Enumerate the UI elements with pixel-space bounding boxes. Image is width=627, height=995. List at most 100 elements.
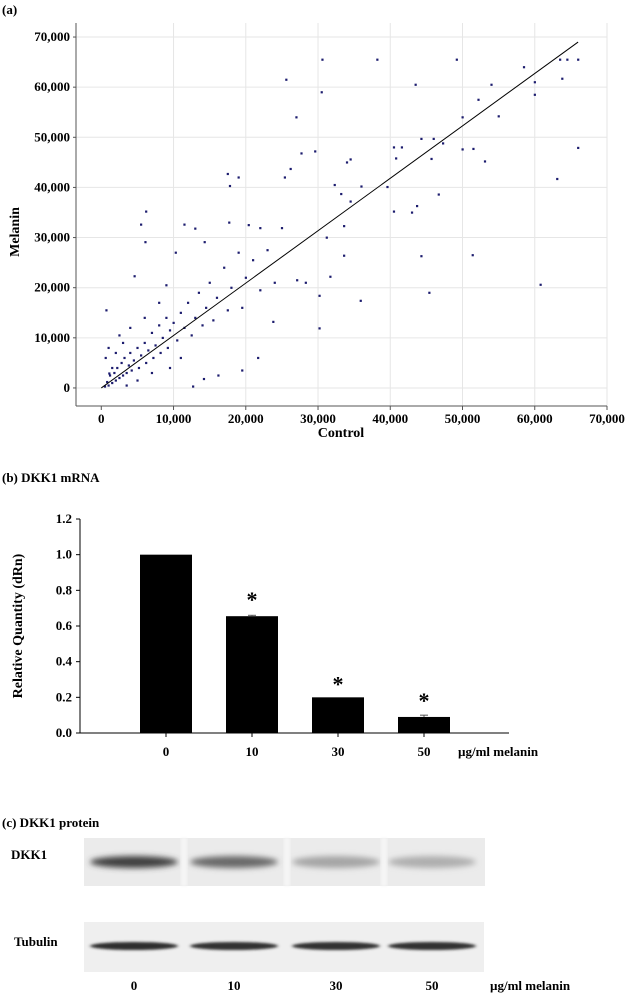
- data-point: [237, 251, 240, 254]
- western-blot-panel: (c) DKK1 protein DKK1 Tubulin 0 10 30 50 µg…: [2, 815, 571, 993]
- data-point: [415, 204, 419, 208]
- y-tick-label: 60,000: [34, 79, 70, 94]
- data-point: [186, 301, 190, 304]
- x-tick-label: 50,000: [445, 411, 481, 426]
- data-point: [577, 58, 580, 61]
- data-point: [168, 366, 172, 370]
- lane-label: 0: [131, 978, 138, 993]
- x-tick-label: 10: [246, 744, 259, 759]
- data-point: [208, 281, 211, 284]
- row-label-tubulin: Tubulin: [14, 934, 58, 949]
- y-tick-label: 0.4: [56, 654, 73, 669]
- y-tick-label: 1.2: [56, 511, 72, 526]
- y-axis-label: Melanin: [8, 207, 23, 257]
- bar-panel: (b) DKK1 mRNA 0.0 0.2 0.4 0.6 0.8 1.0 1.2 0 * 10…: [2, 470, 539, 759]
- data-point: [104, 356, 107, 360]
- data-point: [121, 374, 125, 377]
- data-point: [340, 192, 343, 196]
- data-point: [483, 160, 487, 163]
- data-point: [166, 346, 169, 350]
- data-point: [114, 379, 117, 382]
- data-point: [333, 183, 336, 187]
- bar-0: [140, 554, 192, 733]
- y-tick-label: 0: [64, 380, 71, 395]
- scatter-grid: [76, 23, 608, 406]
- data-point: [140, 354, 143, 357]
- data-point: [129, 351, 132, 355]
- data-point: [577, 146, 580, 150]
- data-point: [241, 306, 244, 309]
- regression-line: [100, 41, 579, 389]
- data-point: [123, 356, 126, 360]
- x-tick-label: 50: [418, 744, 431, 759]
- data-point: [300, 152, 303, 155]
- data-point: [349, 200, 352, 203]
- x-tick-label: 20,000: [228, 411, 264, 426]
- data-point: [111, 381, 114, 385]
- data-point: [226, 172, 229, 176]
- data-point: [136, 346, 139, 350]
- significance-asterisk: *: [419, 688, 430, 713]
- data-point: [179, 356, 182, 360]
- lane-gap: [181, 838, 187, 886]
- y-tick-label: 0.6: [56, 618, 73, 633]
- data-point: [174, 251, 177, 254]
- data-point: [386, 185, 389, 189]
- lane-label: 10: [228, 978, 241, 993]
- y-tick-label: 40,000: [34, 179, 70, 194]
- data-point: [556, 177, 559, 181]
- data-point: [314, 150, 317, 153]
- data-point: [226, 309, 229, 312]
- data-point: [349, 158, 352, 161]
- data-point: [318, 327, 321, 330]
- data-point: [283, 176, 286, 179]
- data-point: [120, 361, 123, 365]
- data-point: [318, 294, 321, 297]
- bar-50: [398, 716, 450, 733]
- data-point: [414, 83, 417, 86]
- band-dkk1-lane-10: [190, 856, 278, 868]
- data-point: [325, 236, 328, 239]
- data-point: [152, 356, 155, 360]
- data-point: [410, 211, 414, 214]
- data-point: [539, 283, 542, 286]
- data-point: [400, 146, 404, 149]
- lane-label: 30: [330, 978, 343, 993]
- lane-gap: [284, 838, 290, 886]
- data-point: [105, 309, 108, 312]
- band-dkk1-lane-0: [90, 856, 178, 868]
- data-point: [154, 344, 157, 347]
- x-tick-label: 10,000: [156, 411, 192, 426]
- y-tick-label: 70,000: [34, 29, 70, 44]
- data-point: [566, 58, 569, 61]
- data-point: [392, 146, 396, 149]
- data-point: [490, 83, 493, 86]
- significance-asterisk: *: [247, 587, 258, 612]
- x-unit-label: µg/ml melanin: [458, 744, 539, 759]
- bar-30: [312, 697, 364, 733]
- data-point: [125, 384, 128, 387]
- data-point: [125, 371, 128, 375]
- data-point: [168, 329, 172, 332]
- scatter-points: [103, 58, 580, 388]
- data-point: [132, 359, 135, 362]
- y-tick-label: 10,000: [34, 330, 70, 345]
- data-point: [321, 58, 324, 61]
- data-point: [280, 227, 284, 230]
- data-point: [161, 336, 164, 340]
- data-point: [217, 374, 220, 377]
- lane-gap: [381, 838, 387, 886]
- data-point: [461, 116, 464, 119]
- data-point: [561, 77, 564, 80]
- data-point: [159, 351, 162, 355]
- band-tubulin-lane-30: [292, 942, 380, 950]
- data-point: [266, 249, 269, 252]
- band-tubulin-lane-10: [190, 942, 278, 950]
- x-tick-label: 40,000: [372, 411, 408, 426]
- data-point: [113, 371, 116, 375]
- y-tick-label: 30,000: [34, 230, 70, 245]
- data-point: [533, 81, 536, 84]
- data-point: [114, 351, 117, 355]
- data-point: [133, 275, 136, 278]
